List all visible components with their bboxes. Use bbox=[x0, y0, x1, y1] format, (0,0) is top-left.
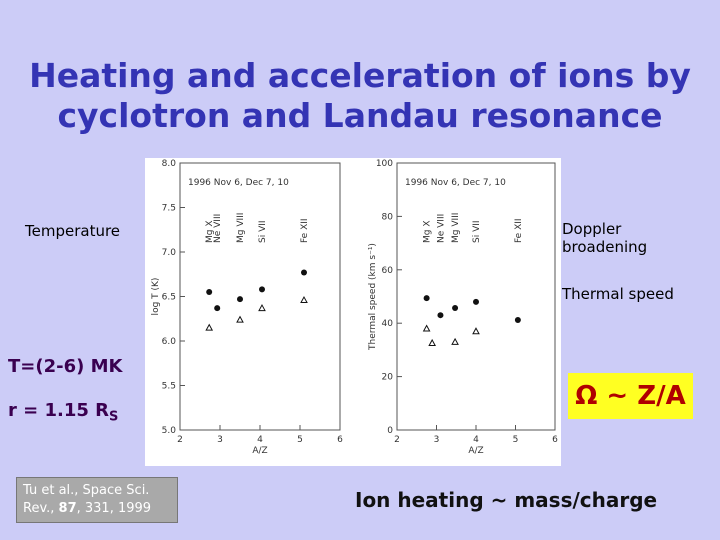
label: Thermal speed bbox=[562, 285, 674, 303]
point bbox=[473, 298, 479, 305]
point bbox=[422, 324, 431, 332]
label: T=(2-6) MK bbox=[8, 356, 123, 377]
point bbox=[451, 337, 459, 345]
citation: Tu et al., Space Sci. Rev., 87, 331, 199… bbox=[16, 477, 178, 523]
plot-frame bbox=[179, 162, 341, 431]
point bbox=[301, 269, 307, 276]
point bbox=[300, 296, 308, 304]
y-tick-label: 7.5 bbox=[162, 204, 176, 214]
y-tick-label: 0 bbox=[387, 426, 393, 436]
ion-label: Mg VIII bbox=[236, 213, 246, 243]
radius-sub: S bbox=[109, 409, 119, 425]
point bbox=[259, 286, 265, 293]
y-label: Thermal speed (km s⁻¹) bbox=[368, 243, 378, 351]
x-tick-label: 3 bbox=[434, 435, 440, 445]
conclusion: Ion heating ~ mass/charge bbox=[355, 488, 658, 512]
point bbox=[428, 338, 436, 346]
x-tick-label: 2 bbox=[177, 435, 183, 445]
x-tick-label: 3 bbox=[217, 435, 223, 445]
cite: Tu et al., Space Sci. Rev., bbox=[23, 483, 150, 516]
point bbox=[205, 323, 214, 331]
x-label: A/Z bbox=[252, 446, 267, 456]
label: Doppler broadening bbox=[562, 220, 648, 256]
ion-label: Mg VIII bbox=[451, 213, 461, 243]
ion-label: Si VII bbox=[472, 220, 482, 243]
y-tick-label: 8.0 bbox=[162, 159, 177, 169]
ion-label: Ne VIII bbox=[436, 214, 446, 243]
y-tick-label: 40 bbox=[382, 319, 394, 329]
ion-label: Mg X bbox=[205, 220, 215, 243]
omega-box: Ω ~ Z/A bbox=[568, 373, 693, 419]
x-tick-label: 4 bbox=[473, 435, 479, 445]
point bbox=[423, 295, 430, 302]
annotation: 1996 Nov 6, Dec 7, 10 bbox=[188, 178, 289, 188]
cite: , 331, 1999 bbox=[76, 501, 152, 516]
y-tick-label: 80 bbox=[382, 212, 394, 222]
x-label: A/Z bbox=[468, 446, 483, 456]
x-tick-label: 5 bbox=[297, 435, 303, 445]
radius-text: r = 1.15 R bbox=[8, 400, 110, 421]
figure: 5.0 5.5 6.0 6.5 7.0 7.5 8.0 2 3 4 5 6 A/Z log T (K) 19… bbox=[145, 158, 561, 466]
plot-frame bbox=[396, 162, 556, 431]
y-tick-label: 100 bbox=[376, 159, 393, 169]
title: cyclotron and Landau resonance bbox=[57, 96, 663, 135]
point bbox=[236, 315, 244, 323]
ion-label: Fe XII bbox=[514, 218, 524, 243]
point bbox=[237, 296, 243, 303]
ion-label: Fe XII bbox=[300, 218, 310, 243]
y-tick-label: 20 bbox=[382, 373, 394, 383]
point bbox=[514, 316, 521, 323]
ion-label: Si VII bbox=[258, 220, 268, 243]
x-tick-label: 4 bbox=[257, 435, 263, 445]
x-tick-label: 2 bbox=[394, 435, 400, 445]
point bbox=[206, 289, 213, 296]
y-tick-label: 60 bbox=[382, 266, 394, 276]
y-tick-label: 5.5 bbox=[162, 382, 176, 392]
ion-label: Ne VIII bbox=[213, 214, 223, 243]
y-tick-label: 7.0 bbox=[162, 248, 177, 258]
y-tick-label: 6.5 bbox=[162, 293, 176, 303]
x-tick-label: 6 bbox=[552, 435, 558, 445]
ion-label: Mg X bbox=[423, 220, 433, 243]
point bbox=[437, 312, 444, 319]
x-tick-label: 6 bbox=[337, 435, 343, 445]
y-label: log T (K) bbox=[151, 278, 161, 316]
y-tick-label: 5.0 bbox=[162, 426, 177, 436]
point bbox=[258, 304, 266, 312]
annotation: 1996 Nov 6, Dec 7, 10 bbox=[405, 178, 506, 188]
point bbox=[214, 305, 221, 312]
title: Heating and acceleration of ions by bbox=[29, 56, 691, 95]
y-tick-label: 6.0 bbox=[162, 337, 177, 347]
point bbox=[472, 327, 480, 335]
point bbox=[452, 304, 459, 311]
cite: 87 bbox=[58, 501, 77, 516]
radius: r = 1.15 RS bbox=[8, 400, 118, 425]
x-tick-label: 5 bbox=[513, 435, 519, 445]
label: Temperature bbox=[25, 222, 121, 240]
